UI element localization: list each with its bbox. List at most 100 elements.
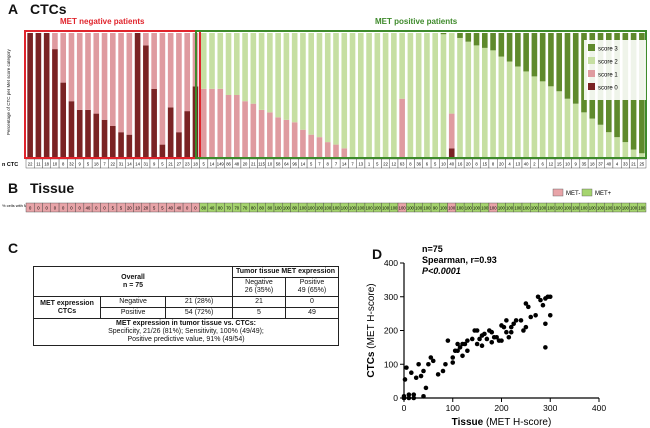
tissue-value: 100 <box>531 205 539 210</box>
ctc-bar-segment <box>597 124 604 157</box>
scatter-point <box>406 392 412 397</box>
tissue-value: 0 <box>79 205 82 210</box>
table-pos-col-n: 49 (65%) <box>297 287 327 295</box>
table-overall-cell: Overall n = 75 <box>33 265 233 298</box>
nctc-value: 96 <box>292 162 297 167</box>
scatter-point <box>457 345 463 350</box>
ctc-bar-segment <box>382 33 389 157</box>
tissue-value: 20 <box>127 205 132 210</box>
nctc-row-label: n CTC <box>2 162 18 168</box>
nctc-value: 10 <box>441 162 446 167</box>
tissue-value: 100 <box>630 205 638 210</box>
ctc-bar-segment <box>440 33 447 35</box>
scatter-point <box>402 377 408 382</box>
scatter-point <box>426 361 431 367</box>
table-neg-col-n: 26 (35%) <box>244 287 274 295</box>
ctc-bar-segment <box>391 33 397 157</box>
nctc-value: 115 <box>258 162 265 167</box>
nctc-value: 5 <box>203 162 206 167</box>
nctc-value: 58 <box>276 162 281 167</box>
ctc-bar-segment <box>515 66 521 157</box>
nctc-value: 6 <box>426 162 429 167</box>
tissue-value: 100 <box>308 205 316 210</box>
nctc-value: 12 <box>549 162 554 167</box>
table-neg-col-header: Negative 26 (35%) <box>232 277 286 298</box>
ctc-bar-segment <box>465 33 472 42</box>
ctc-bar-segment <box>233 33 240 95</box>
nctc-value: 20 <box>243 162 248 167</box>
nctc-value: 10 <box>53 162 58 167</box>
table-footer-title: MET expression in tumor tissue vs. CTCs: <box>115 320 257 328</box>
legend-swatch-score2 <box>588 57 595 64</box>
tissue-value: 40 <box>168 205 173 210</box>
table-row1-label: Negative <box>99 296 167 309</box>
ctc-bar-segment <box>308 134 315 157</box>
ctc-bar-segment <box>366 33 372 157</box>
table-row1-neg: 21 <box>232 296 286 309</box>
nctc-value: 21 <box>251 162 256 167</box>
ctc-bar-segment <box>275 33 281 118</box>
ctc-bar-segment <box>614 137 620 157</box>
nctc-value: 27 <box>177 162 182 167</box>
ctc-bar-segment <box>250 103 257 157</box>
nctc-value: 9 <box>575 162 578 167</box>
tissue-value: 10 <box>135 205 140 210</box>
tissue-value: 100 <box>399 205 407 210</box>
scatter-point <box>513 318 519 323</box>
scatter-point <box>504 318 509 323</box>
table-row2-neg: 5 <box>232 307 286 320</box>
tissue-value: 100 <box>374 205 382 210</box>
ctc-bar-segment <box>506 33 513 62</box>
ctc-bar-segment <box>68 33 75 102</box>
ctc-bar-segment <box>176 33 182 133</box>
ctc-bar-segment <box>217 88 224 157</box>
y-tick-label: 200 <box>384 326 398 336</box>
tissue-value: 100 <box>283 205 291 210</box>
ctc-bar-segment <box>85 33 91 110</box>
ctc-bar-segment <box>548 33 554 87</box>
scatter-point <box>489 340 495 345</box>
nctc-value: 15 <box>557 162 562 167</box>
ctc-bar-segment <box>349 33 356 157</box>
tissue-value: 100 <box>465 205 473 210</box>
tissue-value: 100 <box>275 205 283 210</box>
scatter-point <box>404 365 409 370</box>
ctc-bar-segment <box>440 34 447 157</box>
ctc-bar-segment <box>324 142 331 157</box>
nctc-value: 14 <box>127 162 132 167</box>
nctc-value: 149 <box>217 162 225 167</box>
tissue-value: 100 <box>333 205 341 210</box>
scatter-point <box>416 361 421 367</box>
ctc-bar-segment <box>481 33 488 48</box>
ctc-bar-segment <box>200 88 207 157</box>
nctc-value: 5 <box>161 162 164 167</box>
ctc-bar-segment <box>308 33 315 135</box>
tissue-value: 0 <box>194 205 197 210</box>
tissue-value: 0 <box>37 205 40 210</box>
x-tick-label: 0 <box>402 403 407 413</box>
ctc-bar-segment <box>267 33 273 113</box>
table-row2-pos: 49 <box>285 307 339 320</box>
scatter-point <box>443 361 448 367</box>
table-footer-line2: Positive predictive value, 91% (49/54) <box>127 336 245 344</box>
scatter-point <box>421 394 426 399</box>
scatter-point <box>543 321 548 327</box>
scatter-point <box>465 348 470 354</box>
scatter-point <box>462 341 468 347</box>
met-negative-label: MET negative patients <box>60 17 145 26</box>
ctc-bar-segment <box>291 122 298 157</box>
tissue-value: 70 <box>243 205 248 210</box>
ctc-bar-segment <box>283 119 290 157</box>
table-row1-n: 21 (28%) <box>165 296 233 309</box>
scatter-stat-spearman: Spearman, r=0.93 <box>422 255 497 265</box>
table-overall-n: n = 75 <box>122 281 144 289</box>
ctc-bar-segment <box>60 82 67 157</box>
ctc-bar-segment <box>68 101 75 157</box>
ctc-bar-segment <box>76 33 83 110</box>
table-footer-line1: Specificity, 21/26 (81%); Sensitivity, 1… <box>108 328 264 336</box>
ctc-bar-segment <box>109 126 116 157</box>
nctc-value: 5 <box>434 162 437 167</box>
scatter-point <box>474 328 480 333</box>
tissue-value: 100 <box>382 205 390 210</box>
tissue-value: 0 <box>103 205 106 210</box>
